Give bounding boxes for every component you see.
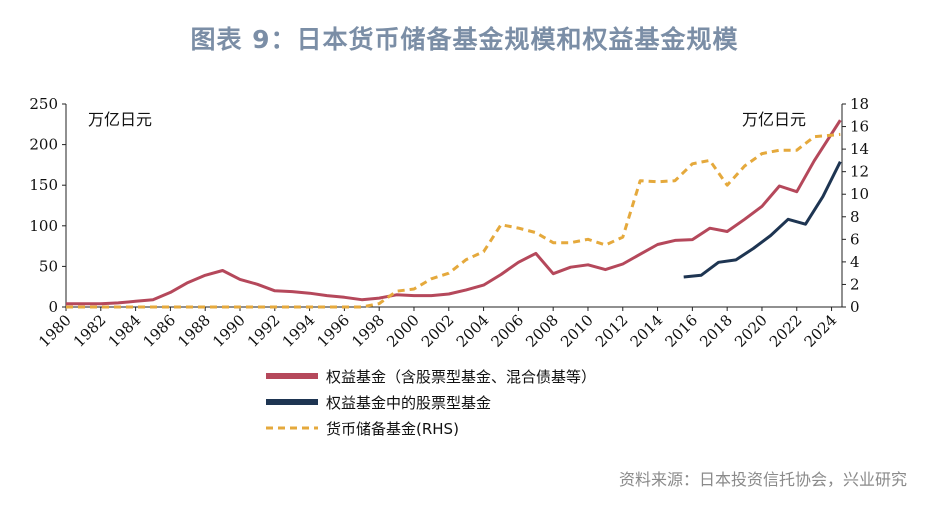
- x-tick-label: 2010: [557, 311, 597, 351]
- x-tick-label: 2018: [696, 311, 736, 351]
- x-tick-label: 1980: [35, 311, 75, 351]
- x-tick-label: 1986: [139, 311, 179, 351]
- source-note: 资料来源：日本投资信托协会，兴业研究: [618, 470, 907, 489]
- x-tick-label: 2012: [592, 311, 632, 351]
- x-tick-label: 2022: [766, 311, 806, 351]
- left-tick-label: 50: [39, 257, 58, 275]
- x-tick-label: 2002: [418, 311, 458, 351]
- x-tick-label: 1994: [279, 311, 319, 351]
- left-tick-label: 0: [48, 298, 58, 316]
- left-tick-label: 200: [29, 136, 58, 154]
- left-tick-label: 150: [29, 176, 58, 194]
- x-tick-label: 2024: [801, 311, 841, 351]
- ticks-group: 0501001502002500246810121416181980198219…: [29, 95, 869, 351]
- chart-title: 图表 9：日本货币储备基金规模和权益基金规模: [190, 25, 739, 54]
- right-tick-label: 0: [850, 298, 860, 316]
- x-tick-label: 2014: [627, 311, 667, 351]
- right-tick-label: 14: [850, 140, 869, 158]
- x-tick-label: 1984: [105, 311, 145, 351]
- x-tick-label: 1982: [70, 311, 110, 351]
- series-line-2: [66, 132, 841, 309]
- legend-swatch-stock: [266, 399, 318, 405]
- x-tick-label: 2004: [453, 311, 493, 351]
- series-line-1: [683, 161, 842, 279]
- left-tick-label: 100: [29, 217, 58, 235]
- left-tick-label: 250: [29, 95, 58, 113]
- right-tick-label: 12: [850, 163, 869, 181]
- axes-group: [65, 104, 843, 308]
- series-line-0: [66, 119, 842, 306]
- right-tick-label: 16: [850, 118, 869, 136]
- x-tick-label: 2000: [383, 311, 423, 351]
- legend-label-equity: 权益基金（含股票型基金、混合债基等）: [326, 368, 597, 386]
- right-tick-label: 2: [850, 275, 860, 293]
- chart-svg: 0501001502002500246810121416181980198219…: [29, 95, 869, 351]
- x-tick-label: 2016: [661, 311, 701, 351]
- legend-swatch-mmf: [266, 426, 318, 430]
- left-axis-unit: 万亿日元: [88, 110, 152, 129]
- legend-label-mmf: 货币储备基金(RHS): [326, 420, 459, 438]
- x-tick-label: 1992: [244, 311, 284, 351]
- x-tick-label: 2020: [731, 311, 771, 351]
- x-tick-label: 2006: [487, 311, 527, 351]
- right-tick-label: 6: [850, 230, 860, 248]
- x-tick-label: 2008: [522, 311, 562, 351]
- series-lines-group: [66, 119, 842, 309]
- right-tick-label: 4: [850, 253, 860, 271]
- x-tick-label: 1990: [209, 311, 249, 351]
- right-tick-label: 10: [850, 185, 869, 203]
- x-tick-label: 1996: [313, 311, 353, 351]
- x-tick-label: 1988: [174, 311, 214, 351]
- right-tick-label: 18: [850, 95, 869, 113]
- right-axis-unit: 万亿日元: [742, 110, 806, 129]
- x-tick-label: 1998: [348, 311, 388, 351]
- legend-swatch-equity: [266, 373, 318, 379]
- right-tick-label: 8: [850, 208, 860, 226]
- legend-label-stock: 权益基金中的股票型基金: [326, 394, 492, 412]
